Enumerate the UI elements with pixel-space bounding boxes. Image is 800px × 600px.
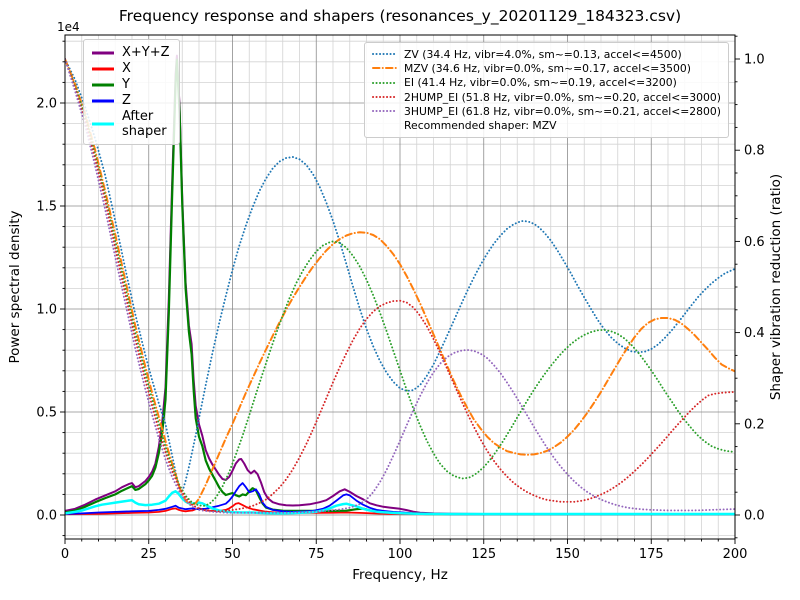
recommended-shaper-note: Recommended shaper: MZV	[372, 118, 721, 132]
series-2hump_ei	[65, 58, 735, 513]
shaper-legend-label: 3HUMP_EI (61.8 Hz, vibr=0.0%, sm~=0.21, …	[404, 104, 721, 118]
legend-line-sample	[92, 51, 114, 54]
legend-line-sample	[372, 67, 399, 70]
y-right-tick-label: 0.2	[744, 417, 765, 432]
y-left-axis-label: Power spectral density	[7, 210, 23, 363]
shaper-legend-item: 2HUMP_EI (51.8 Hz, vibr=0.0%, sm~=0.20, …	[372, 90, 721, 104]
psd-legend-label: After shaper	[122, 109, 167, 139]
legend-line-sample	[372, 96, 399, 99]
shaper-legend-item: EI (41.4 Hz, vibr=0.0%, sm~=0.19, accel<…	[372, 76, 721, 90]
chart-title: Frequency response and shapers (resonanc…	[118, 7, 682, 25]
psd-legend: X+Y+Z X Y Z After shaper	[83, 39, 180, 145]
psd-legend-item: Y	[91, 77, 170, 92]
shaper-legend-label: 2HUMP_EI (51.8 Hz, vibr=0.0%, sm~=0.20, …	[404, 90, 721, 104]
x-tick-label: 50	[224, 547, 241, 562]
y-left-tick-label: 0.5	[36, 406, 57, 421]
y-left-tick-label: 0.0	[36, 509, 57, 524]
series-curves	[65, 54, 735, 516]
y-right-tick-label: 1.0	[744, 53, 765, 68]
recommended-shaper-text: Recommended shaper: MZV	[404, 119, 557, 133]
shaper-legend-item: MZV (34.6 Hz, vibr=0.0%, sm~=0.17, accel…	[372, 61, 721, 75]
psd-legend-item: After shaper	[91, 109, 170, 139]
x-tick-label: 150	[555, 547, 580, 562]
series-after-shaper	[65, 490, 735, 516]
x-axis-label: Frequency, Hz	[352, 567, 448, 583]
series-x	[65, 502, 735, 516]
shaper-legend-item: ZV (34.4 Hz, vibr=4.0%, sm~=0.13, accel<…	[372, 47, 721, 61]
shaper-legend-label: ZV (34.4 Hz, vibr=4.0%, sm~=0.13, accel<…	[404, 47, 682, 61]
ticks	[60, 35, 740, 544]
psd-legend-item: X+Y+Z	[91, 45, 170, 60]
y-axis-offset-label: 1e4	[57, 20, 80, 34]
y-left-tick-label: 1.5	[36, 200, 57, 215]
y-right-axis-label: Shaper vibration reduction (ratio)	[768, 174, 784, 400]
y-left-tick-label: 1.0	[36, 303, 57, 318]
psd-legend-label: Z	[122, 93, 131, 108]
legend-line-sample	[372, 110, 399, 113]
y-right-tick-label: 0.6	[744, 235, 765, 250]
x-tick-label: 0	[61, 547, 69, 562]
shaper-legend-label: EI (41.4 Hz, vibr=0.0%, sm~=0.19, accel<…	[404, 76, 677, 90]
psd-legend-label: X	[122, 61, 131, 76]
psd-legend-label: X+Y+Z	[122, 45, 170, 60]
y-right-tick-label: 0.4	[744, 326, 765, 341]
x-tick-label: 100	[388, 547, 413, 562]
x-tick-label: 75	[308, 547, 325, 562]
legend-line-sample	[92, 99, 114, 102]
tick-labels: 0 25 50 75 100 125 150 175 200 0.0 0.5 1.0 1.5 2.0 0.0…	[36, 53, 764, 563]
y-right-tick-label: 0.0	[744, 509, 765, 524]
legend-line-sample	[372, 81, 399, 84]
legend-line-sample	[92, 83, 114, 86]
x-tick-label: 175	[639, 547, 664, 562]
series-x+y+z	[65, 54, 735, 515]
psd-legend-label: Y	[122, 77, 130, 92]
x-tick-label: 200	[723, 547, 748, 562]
series-ei	[65, 58, 735, 507]
shaper-legend-label: MZV (34.6 Hz, vibr=0.0%, sm~=0.17, accel…	[404, 61, 691, 75]
shaper-legend-item: 3HUMP_EI (61.8 Hz, vibr=0.0%, sm~=0.21, …	[372, 104, 721, 118]
shaper-legend: ZV (34.4 Hz, vibr=4.0%, sm~=0.13, accel<…	[364, 42, 729, 138]
x-tick-label: 25	[140, 547, 157, 562]
legend-line-sample	[92, 67, 114, 70]
series-z	[65, 482, 735, 516]
psd-legend-item: Z	[91, 93, 170, 108]
y-left-tick-label: 2.0	[36, 97, 57, 112]
y-right-tick-label: 0.8	[744, 144, 765, 159]
x-tick-label: 125	[471, 547, 496, 562]
psd-legend-item: X	[91, 61, 170, 76]
legend-line-sample	[92, 122, 114, 126]
series-3hump_ei	[65, 58, 735, 514]
legend-line-sample	[372, 53, 399, 56]
